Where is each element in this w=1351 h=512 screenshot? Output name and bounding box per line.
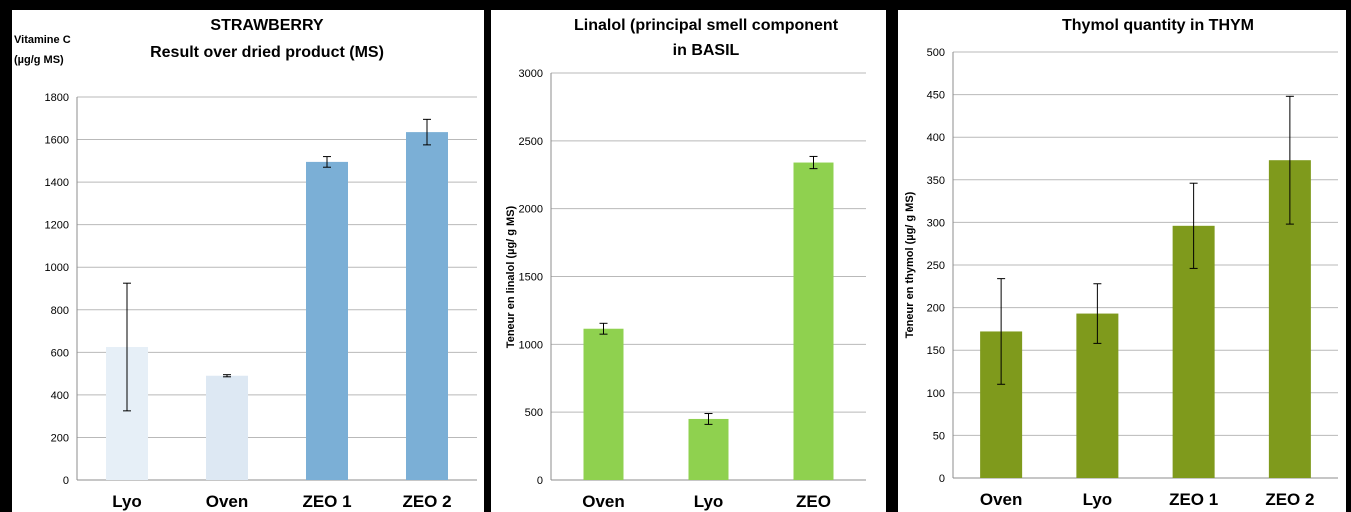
thyme-chart-panel: 0 50 100 150 200 250 300 350 400 450 500 Oven Lyo ZEO… (898, 10, 1346, 512)
y-tick-label: 1000 (45, 262, 69, 274)
x-category-label: Lyo (1083, 490, 1113, 509)
x-category-label: Oven (980, 490, 1023, 509)
y-tick-label: 400 (927, 132, 945, 144)
bar (793, 162, 834, 481)
y-tick-label: 0 (63, 475, 69, 487)
y-tick-label: 100 (927, 388, 945, 400)
y-tick-label: 800 (51, 305, 69, 317)
thyme-chart: 0 50 100 150 200 250 300 350 400 450 500 Oven Lyo ZEO… (904, 17, 1338, 509)
y-tick-label: 300 (927, 217, 945, 229)
x-category-label: ZEO 2 (402, 492, 451, 511)
chart-title: Result over dried product (MS) (150, 44, 384, 61)
x-category-label: ZEO 2 (1265, 490, 1314, 509)
y-tick-label: 1500 (519, 272, 543, 284)
y-tick-label: 1600 (45, 135, 69, 147)
y-tick-label: 1800 (45, 92, 69, 104)
y-tick-label: 150 (927, 345, 945, 357)
y-tick-label: 0 (939, 473, 945, 485)
bar (206, 375, 248, 480)
y-tick-label: 0 (537, 475, 543, 487)
y-tick-label: 500 (525, 407, 543, 419)
basil-chart-panel: 0 500 1000 1500 2000 2500 3000 Oven Lyo ZEO Linalo… (491, 10, 886, 512)
x-category-label: ZEO 1 (302, 492, 351, 511)
y-tick-label: 2500 (519, 136, 543, 148)
y-tick-label: 1200 (45, 220, 69, 232)
y-tick-label: 200 (51, 432, 69, 444)
y-tick-label: 200 (927, 303, 945, 315)
x-category-label: ZEO (796, 492, 831, 511)
strawberry-chart: 0 200 400 600 800 1000 1200 1400 1600 1800 Lyo Oven… (14, 17, 477, 511)
bar (688, 418, 729, 480)
y-tick-label: 3000 (519, 68, 543, 80)
chart-title: STRAWBERRY (210, 17, 324, 34)
y-tick-label: 350 (927, 175, 945, 187)
y-axis-label: Teneur en thymol (µg/ g MS) (904, 191, 916, 338)
x-category-label: Lyo (694, 492, 724, 511)
strawberry-chart-panel: 0 200 400 600 800 1000 1200 1400 1600 1800 Lyo Oven… (12, 10, 484, 512)
y-tick-label: 600 (51, 347, 69, 359)
chart-title: Linalol (principal smell component (574, 17, 839, 34)
bar (583, 328, 624, 480)
bar (306, 161, 348, 480)
bar (406, 132, 448, 480)
x-category-label: Lyo (112, 492, 142, 511)
y-tick-label: 250 (927, 260, 945, 272)
x-category-label: ZEO 1 (1169, 490, 1218, 509)
chart-title: in BASIL (673, 42, 740, 59)
y-axis-label: (µg/g MS) (14, 54, 64, 66)
y-axis-label: Teneur en linalol (µg/ g MS) (505, 205, 517, 348)
y-axis-label: Vitamine C (14, 34, 71, 46)
y-tick-label: 1400 (45, 177, 69, 189)
x-category-label: Oven (582, 492, 625, 511)
y-tick-label: 2000 (519, 204, 543, 216)
basil-chart: 0 500 1000 1500 2000 2500 3000 Oven Lyo ZEO Linalo… (505, 17, 866, 511)
y-tick-label: 500 (927, 47, 945, 59)
y-tick-label: 1000 (519, 339, 543, 351)
y-tick-label: 400 (51, 390, 69, 402)
y-tick-label: 50 (933, 430, 945, 442)
chart-title: Thymol quantity in THYM (1062, 17, 1254, 34)
y-tick-label: 450 (927, 90, 945, 102)
x-category-label: Oven (206, 492, 249, 511)
